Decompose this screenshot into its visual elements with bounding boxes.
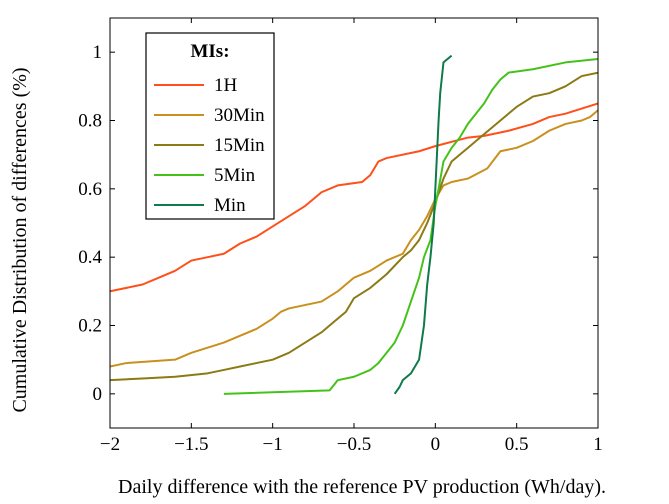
legend-label-15min: 15Min [214, 135, 265, 156]
legend-label-min: Min [214, 195, 246, 216]
y-tick-label: 0 [93, 384, 103, 405]
y-tick-label: 0.8 [78, 111, 102, 132]
y-tick-label: 0.2 [78, 316, 102, 337]
legend-label-1h: 1H [214, 75, 238, 96]
series-line-5min [223, 58, 598, 395]
series-line-1h [110, 102, 598, 293]
x-axis-label: Daily difference with the reference PV p… [118, 476, 606, 498]
x-tick-label: −2 [100, 434, 120, 455]
series-line-30min [110, 109, 598, 368]
series-line-min [393, 54, 453, 395]
x-tick-label: −1.5 [174, 434, 208, 455]
x-tick-label: 0.5 [505, 434, 529, 455]
y-axis-label: Cumulative Distribution of differences (… [9, 67, 31, 412]
y-tick-label: 0.4 [78, 247, 102, 268]
legend-title: MIs: [190, 41, 229, 62]
legend-box [145, 32, 275, 220]
y-tick-label: 0.6 [78, 179, 102, 200]
x-tick-label: −1 [263, 434, 283, 455]
x-tick-label: 1 [593, 434, 603, 455]
x-tick-label: −0.5 [337, 434, 371, 455]
legend-label-5min: 5Min [214, 165, 256, 186]
plot-area: −2 −1.5 −1 −0.5 0 0.5 1 0 0.2 0.4 0.6 0.8 1 MIs: 1H 30M… [78, 17, 603, 455]
series-line-15min [110, 71, 598, 382]
x-tick-label: 0 [431, 434, 441, 455]
y-tick-label: 1 [93, 42, 103, 63]
legend-label-30min: 30Min [214, 105, 265, 126]
